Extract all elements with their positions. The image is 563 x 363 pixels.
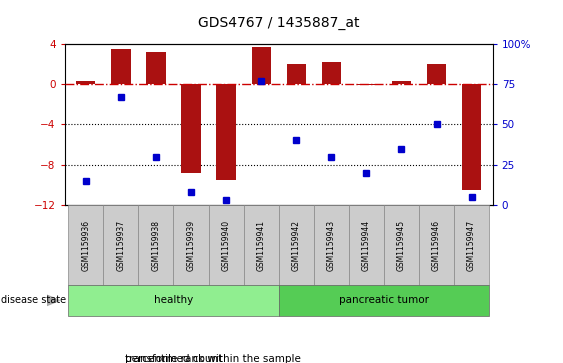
Bar [279, 205, 314, 285]
Bar [173, 205, 208, 285]
Text: GSM1159943: GSM1159943 [327, 220, 336, 270]
Text: GSM1159941: GSM1159941 [257, 220, 266, 270]
Text: GDS4767 / 1435887_at: GDS4767 / 1435887_at [198, 16, 359, 30]
Bar [321, 62, 341, 84]
Bar [138, 205, 173, 285]
Text: GSM1159940: GSM1159940 [222, 220, 231, 270]
Bar [216, 84, 236, 180]
Text: percentile rank within the sample: percentile rank within the sample [124, 354, 301, 363]
Bar [279, 285, 489, 316]
Text: GSM1159944: GSM1159944 [362, 220, 371, 270]
Bar [287, 64, 306, 84]
Bar [462, 84, 481, 190]
Bar [314, 205, 349, 285]
Text: healthy: healthy [154, 295, 193, 305]
Text: GSM1159947: GSM1159947 [467, 220, 476, 270]
Bar [252, 46, 271, 84]
Bar [392, 81, 411, 84]
Text: transformed count: transformed count [124, 354, 222, 363]
Text: pancreatic tumor: pancreatic tumor [339, 295, 429, 305]
Text: GSM1159939: GSM1159939 [186, 220, 195, 270]
Bar [208, 205, 244, 285]
Bar [419, 205, 454, 285]
Text: GSM1159937: GSM1159937 [117, 220, 126, 270]
Text: GSM1159942: GSM1159942 [292, 220, 301, 270]
Text: disease state: disease state [1, 295, 66, 305]
Bar [146, 52, 166, 84]
Bar [244, 205, 279, 285]
Text: GSM1159946: GSM1159946 [432, 220, 441, 270]
Bar [111, 49, 131, 84]
Bar [454, 205, 489, 285]
Bar [349, 205, 384, 285]
Polygon shape [47, 295, 60, 306]
Bar [181, 84, 200, 173]
Text: GSM1159936: GSM1159936 [81, 220, 90, 270]
Bar [68, 285, 279, 316]
Bar [104, 205, 138, 285]
Bar [427, 64, 446, 84]
Bar [76, 81, 96, 84]
Bar [68, 205, 104, 285]
Bar [384, 205, 419, 285]
Text: GSM1159938: GSM1159938 [151, 220, 160, 270]
Text: GSM1159945: GSM1159945 [397, 220, 406, 270]
Bar [357, 84, 376, 85]
